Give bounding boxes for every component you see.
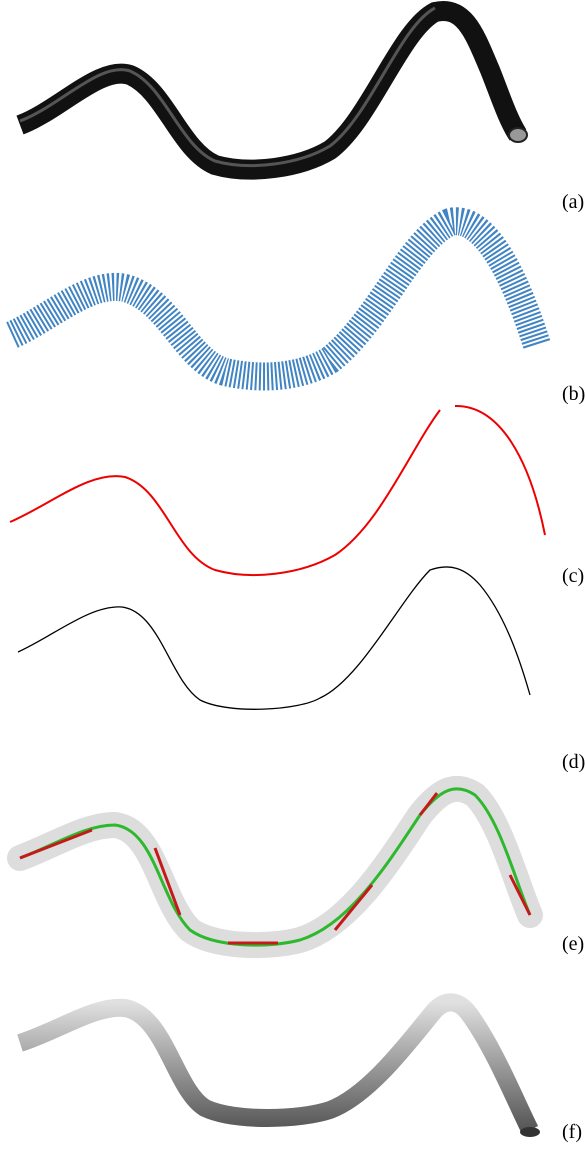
reconstructed-tube	[20, 1002, 530, 1130]
panel-f: (f)	[20, 1002, 582, 1143]
bent-segments	[20, 789, 530, 945]
fitted-curve	[18, 567, 530, 709]
panel-label: (d)	[562, 751, 585, 773]
panel-a: (a)	[20, 8, 584, 213]
tube-end	[520, 1127, 540, 1137]
skeleton-points	[10, 406, 545, 575]
tube-end	[509, 128, 527, 142]
tube-photo	[20, 11, 518, 170]
panel-label: (c)	[562, 565, 584, 587]
figure: (a) (b) (c) (d) (e) (f)	[0, 0, 586, 1150]
panel-label: (a)	[562, 191, 584, 213]
panel-b: (b)	[12, 221, 585, 405]
tube-shell	[20, 789, 530, 945]
panel-label: (f)	[562, 1121, 582, 1143]
panel-label: (b)	[562, 383, 585, 405]
panel-e: (e)	[20, 789, 584, 955]
point-cloud	[12, 221, 537, 376]
panel-d: (d)	[18, 567, 585, 773]
panel-c: (c)	[10, 406, 584, 587]
panel-label: (e)	[562, 933, 584, 955]
